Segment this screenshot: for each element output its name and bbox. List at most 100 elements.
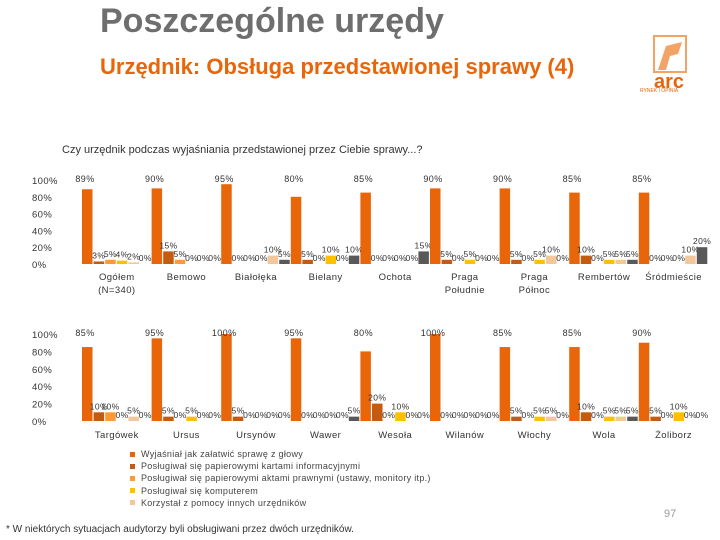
bar-1-8-5 (615, 259, 627, 264)
category-label: Ogółem (99, 272, 135, 283)
bar-2-5-2 (372, 403, 383, 421)
y-tick-label: 80% (32, 193, 52, 204)
data-label: 89% (75, 174, 94, 184)
legend-label: Korzystał z pomocy innych urzędników (141, 497, 307, 508)
bar-2-3-1 (221, 334, 232, 421)
bar-2-4-1 (290, 338, 302, 421)
data-label: 95% (145, 328, 164, 338)
data-label: 0% (452, 253, 465, 263)
bar-1-6-2 (441, 259, 453, 264)
data-label: 85% (354, 174, 373, 184)
bar-1-2-1 (151, 188, 163, 264)
bar-1-6-4 (464, 259, 476, 264)
legend-swatch-icon (130, 488, 135, 494)
legend-swatch-icon (130, 451, 135, 457)
data-label: 10% (345, 245, 363, 255)
bar-1-9-5 (685, 255, 696, 264)
bar-2-2-2 (163, 416, 174, 421)
data-label: 0% (556, 410, 569, 420)
category-label: Rembertów (578, 272, 630, 283)
data-label: 5% (626, 249, 639, 259)
bar-2-8-4 (604, 416, 615, 421)
data-label: 0% (440, 410, 453, 420)
data-label: 0% (475, 410, 488, 420)
bar-1-6-1 (430, 188, 441, 264)
category-label: Wola (592, 430, 615, 441)
y-tick-label: 100% (32, 176, 58, 187)
legend-item: Wyjaśniał jak załatwić sprawę z głowy (130, 448, 431, 460)
data-label: 0% (266, 410, 279, 420)
bar-1-8-6 (627, 259, 638, 264)
bar-1-7-4 (534, 259, 545, 264)
legend-label: Posługiwał się papierowymi kartami infor… (141, 461, 361, 472)
bar-1-5-6 (418, 251, 429, 264)
category-label: Bemowo (167, 272, 206, 283)
data-label: 0% (522, 410, 535, 420)
category-label: Białołęka (235, 272, 277, 283)
y-tick-label: 0% (32, 417, 47, 428)
data-label: 0% (278, 410, 291, 420)
bar-1-8-4 (604, 259, 615, 264)
legend-label: Posługiwał się komputerem (141, 485, 259, 496)
data-label: 0% (208, 253, 221, 263)
bar-2-1-3 (105, 412, 116, 421)
logo-figure (658, 42, 682, 70)
data-label: 0% (139, 410, 152, 420)
data-label: 5% (614, 406, 627, 416)
bar-1-3-1 (221, 184, 232, 264)
page-number: 97 (664, 508, 677, 520)
data-label: 0% (661, 410, 674, 420)
data-label: 0% (197, 253, 210, 263)
bar-2-8-1 (569, 347, 580, 421)
data-label: 90% (493, 174, 512, 184)
bar-1-4-2 (302, 259, 313, 264)
data-label: 3% (92, 250, 105, 260)
data-label: 10% (264, 245, 282, 255)
data-label: 0% (336, 410, 349, 420)
data-label: 5% (174, 249, 187, 259)
bar-1-1-2 (93, 261, 105, 264)
legend-item: Posługiwał się papierowymi kartami infor… (130, 460, 431, 472)
data-label: 0% (243, 410, 256, 420)
data-label: 0% (139, 253, 152, 263)
data-label: 0% (255, 410, 268, 420)
data-label: 0% (324, 410, 337, 420)
data-label: 0% (452, 410, 465, 420)
data-label: 10% (322, 245, 340, 255)
bar-2-9-1 (638, 342, 650, 421)
y-tick-label: 60% (32, 210, 52, 221)
legend-label: Posługiwał się papierowymi aktami prawny… (141, 473, 431, 484)
category-label: Ursynów (236, 430, 276, 441)
data-label: 0% (336, 253, 349, 263)
data-label: 5% (162, 406, 175, 416)
data-label: 10% (577, 401, 595, 411)
category-label: Południe (445, 285, 485, 296)
legend-swatch-icon (130, 463, 135, 469)
bar-1-5-1 (360, 192, 371, 264)
data-label: 90% (145, 174, 164, 184)
bar-2-6-1 (430, 334, 441, 421)
bar-2-8-6 (627, 416, 638, 421)
data-label: 5% (104, 249, 117, 259)
logo-frame (653, 35, 687, 73)
legend-swatch-icon (130, 500, 135, 506)
data-label: 10% (101, 401, 119, 411)
category-label: Ursus (173, 430, 200, 441)
legend-item: Korzystał z pomocy innych urzędników (130, 497, 431, 509)
bar-1-2-2 (163, 251, 174, 264)
y-tick-label: 80% (32, 347, 52, 358)
bar-2-5-1 (360, 351, 371, 421)
category-label: Wilanów (445, 430, 484, 441)
data-label: 0% (232, 253, 245, 263)
bar-1-4-4 (325, 255, 337, 264)
category-label: Włochy (518, 430, 552, 441)
data-label: 5% (185, 406, 198, 416)
data-label: 10% (577, 245, 595, 255)
data-label: 5% (232, 406, 245, 416)
category-label: Targówek (95, 430, 139, 441)
bar-1-3-5 (267, 255, 279, 264)
data-label: 85% (563, 328, 582, 338)
data-label: 0% (243, 253, 256, 263)
data-label: 0% (591, 253, 604, 263)
legend-swatch-icon (130, 475, 135, 481)
